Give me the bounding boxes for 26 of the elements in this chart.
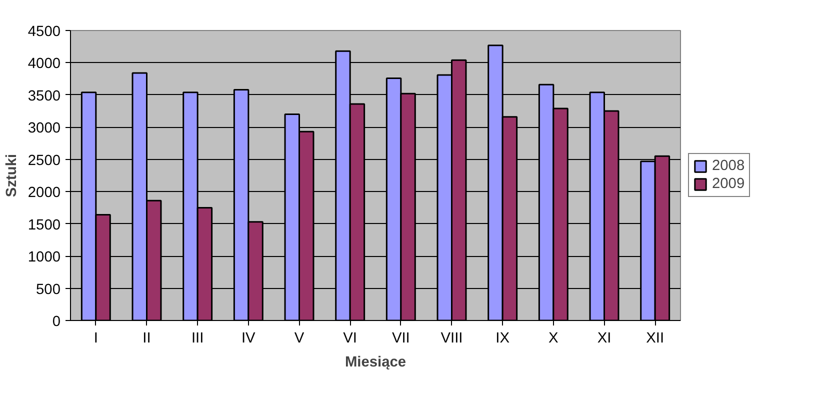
y-tick-label: 2000 [28, 185, 61, 202]
y-tick-label: 500 [36, 282, 61, 298]
x-tick-label: X [548, 330, 559, 346]
x-tick-label: V [294, 330, 304, 346]
x-tick-label: VI [343, 330, 358, 346]
x-tick-label: XII [646, 330, 664, 346]
y-tick-label: 2500 [28, 152, 61, 169]
x-axis-title: Miesiące [344, 354, 406, 370]
x-tick-label: IV [241, 330, 256, 346]
x-tick-label: VIII [440, 330, 463, 346]
y-tick-label: 3000 [28, 120, 61, 137]
y-tick-label: 3500 [28, 88, 61, 104]
legend-label: 2008 [712, 158, 745, 174]
y-tick-label: 1500 [28, 217, 61, 234]
x-tick-label: III [191, 330, 204, 346]
y-tick-label: 1000 [28, 250, 61, 266]
x-tick-label: II [142, 330, 151, 346]
y-tick-label: 4500 [28, 24, 61, 40]
x-tick-label: XI [597, 330, 612, 346]
y-tick-label: 4000 [28, 56, 61, 72]
legend-label: 2009 [712, 176, 745, 192]
y-tick-label: 0 [52, 314, 61, 330]
x-tick-label: I [94, 330, 98, 346]
x-tick-label: IX [496, 330, 510, 346]
x-tick-label: VII [392, 330, 410, 346]
y-axis-title: Sztuki [4, 154, 20, 198]
